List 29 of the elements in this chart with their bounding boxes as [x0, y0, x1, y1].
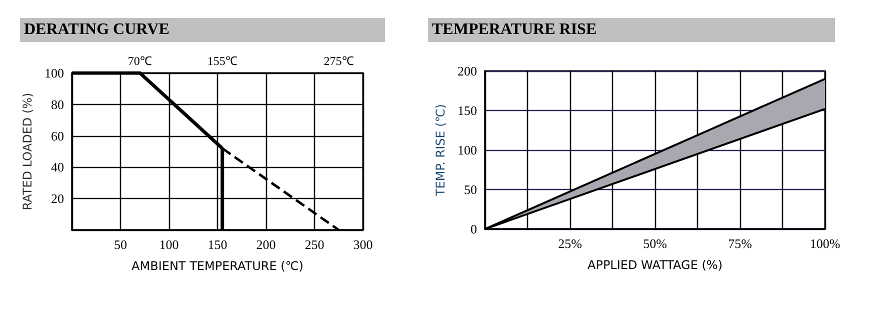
x-tick-label: 50 [114, 237, 127, 252]
y-tick-label: 60 [51, 128, 64, 144]
x-tick-label: 50% [643, 236, 668, 251]
chart-title: TEMPERATURE RISE [428, 18, 835, 42]
x-tick-label: 25% [558, 236, 582, 251]
y-tick-label: 0 [470, 222, 477, 236]
y-tick-label: 200 [458, 64, 477, 78]
y-tick-label: 150 [458, 103, 477, 118]
x-tick-label: 75% [728, 236, 752, 251]
y-tick-label: 40 [51, 160, 64, 175]
x-tick-label: 150 [208, 237, 228, 252]
x-tick-label: 300 [353, 237, 373, 252]
text: 275℃ [324, 54, 354, 68]
chart-title: DERATING CURVE [20, 18, 385, 42]
y-tick-label: 50 [464, 182, 477, 197]
x-tick-label: 100 [159, 237, 179, 252]
x-tick-label: 100% [810, 236, 840, 251]
x-tick-label: 250 [304, 237, 324, 252]
y-tick-label: 100 [44, 66, 64, 80]
y-axis-title: TEMP. RISE (℃) [434, 104, 448, 197]
x-axis-title: AMBIENT TEMPERATURE (℃) [132, 259, 304, 273]
y-tick-label: 80 [51, 96, 64, 112]
y-axis-title: RATED LOADED (%) [20, 92, 35, 210]
x-axis-title: APPLIED WATTAGE (%) [587, 258, 723, 272]
text: 70℃ [128, 54, 152, 68]
y-tick-label: 100 [458, 142, 477, 158]
y-tick-label: 20 [51, 191, 64, 206]
text: 155℃ [207, 54, 238, 68]
x-tick-label: 200 [256, 237, 276, 252]
